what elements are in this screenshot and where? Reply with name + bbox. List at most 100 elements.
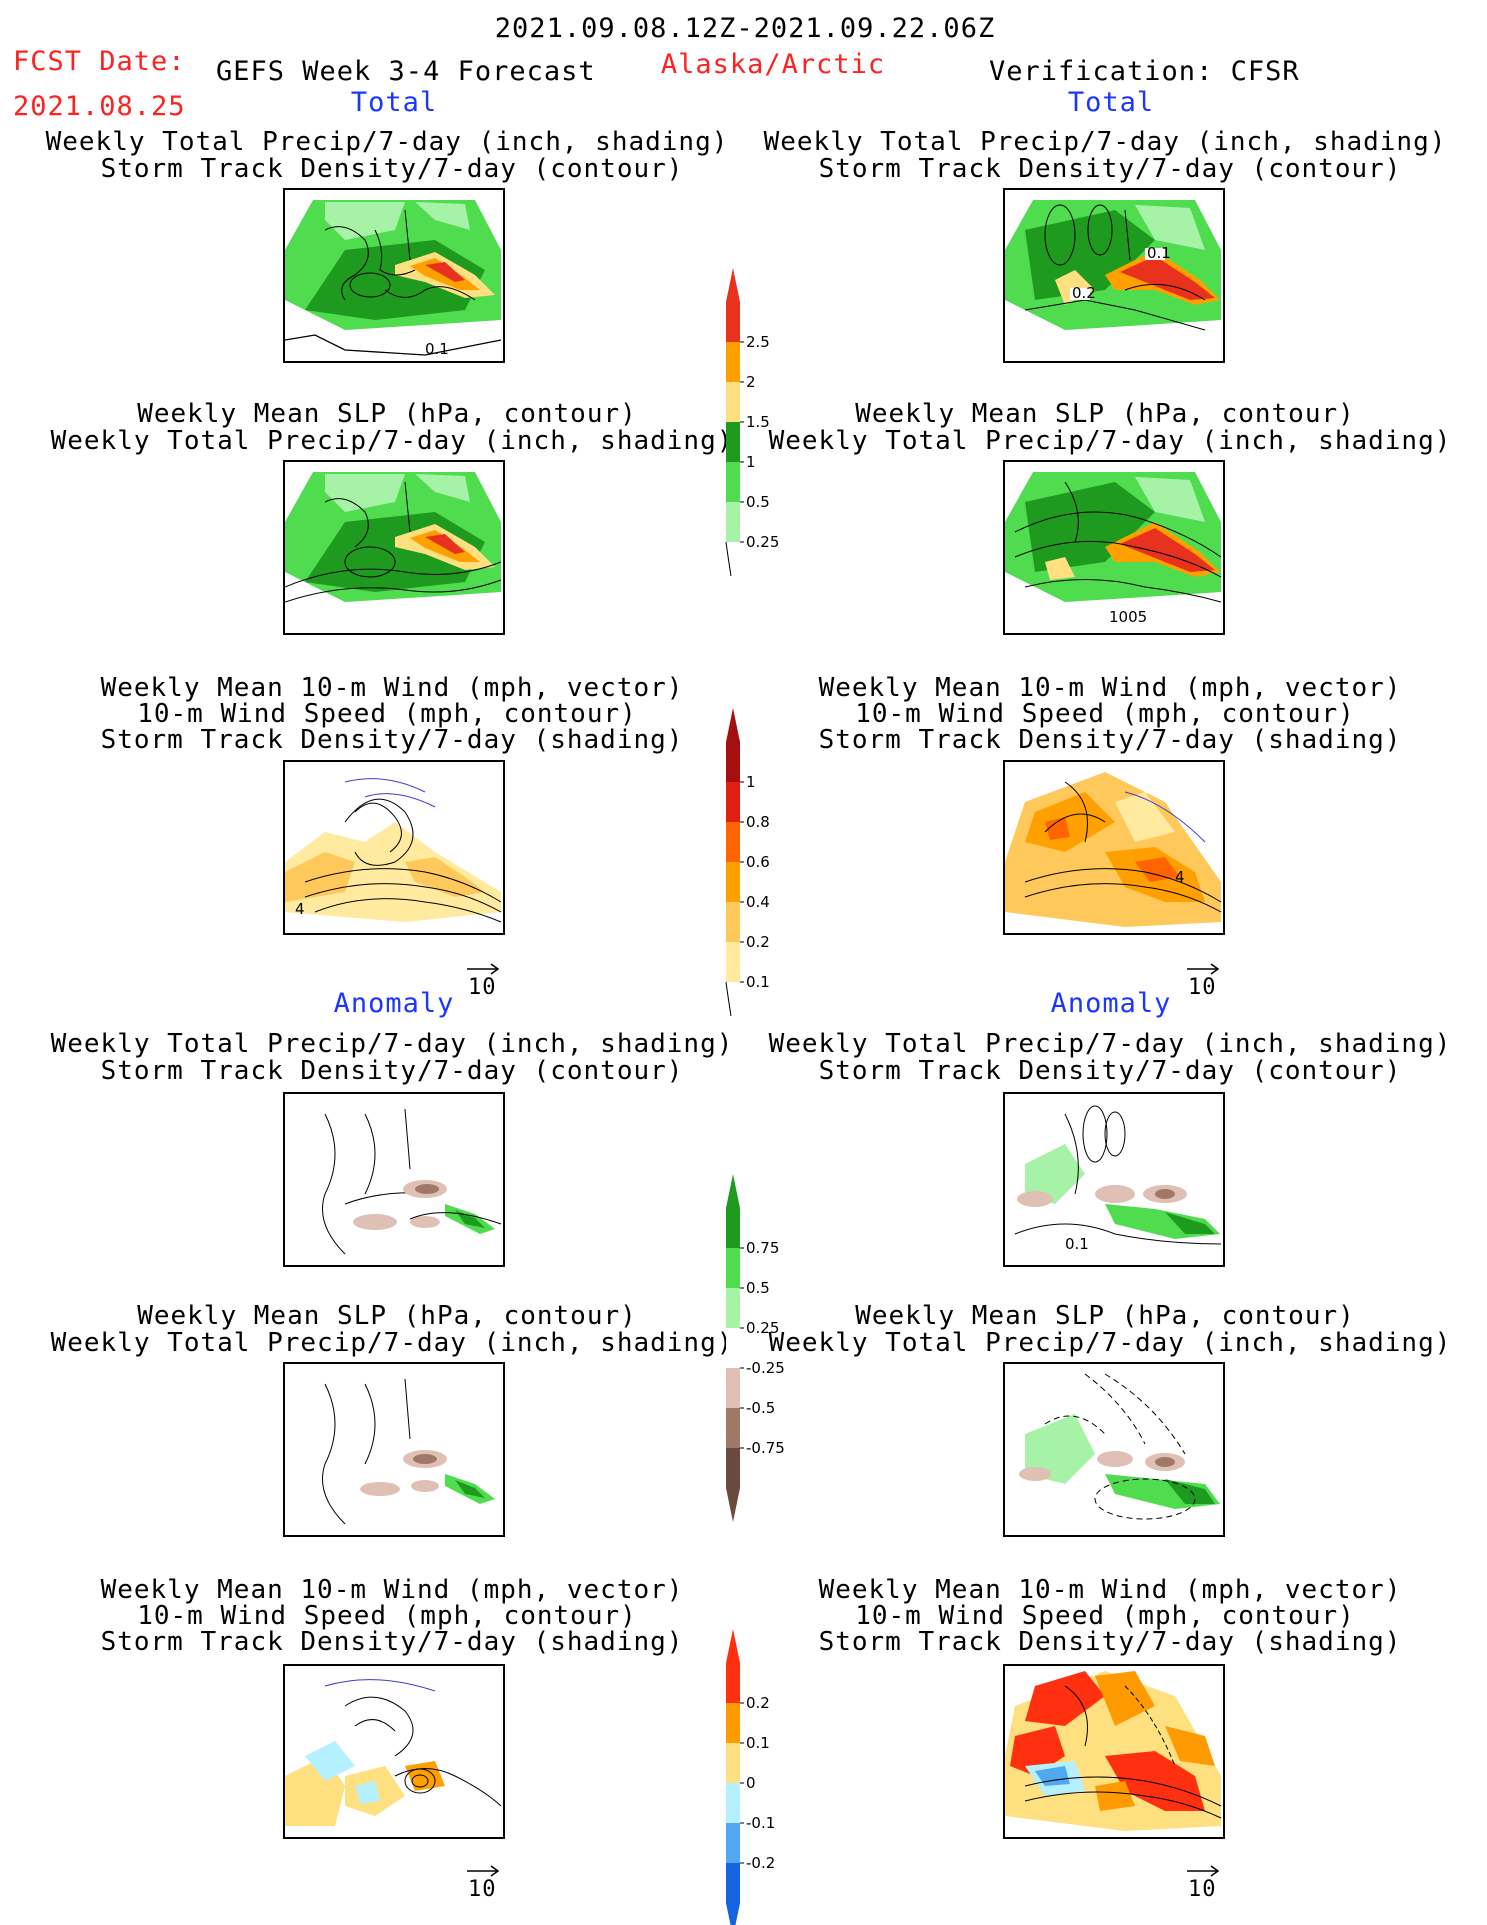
p12-title-2: 10-m Wind Speed (mph, contour)	[855, 1601, 1355, 1631]
p4-title-1: Weekly Mean SLP (hPa, contour)	[855, 399, 1355, 429]
map-panel-wind-anom-forecast	[283, 1664, 505, 1839]
colorbar-tick-label: 2.5	[746, 333, 770, 351]
p10-title-1: Weekly Mean SLP (hPa, contour)	[855, 1301, 1355, 1331]
colorbar-segment	[726, 1743, 740, 1783]
section-total-right: Total	[1067, 87, 1155, 118]
verification-title: Verification: CFSR	[989, 56, 1300, 87]
model-title: GEFS Week 3-4 Forecast	[216, 56, 596, 87]
p6-title-3: Storm Track Density/7-day (shading)	[818, 725, 1402, 755]
p9-title-2: Weekly Total Precip/7-day (inch, shading…	[50, 1328, 734, 1358]
p1-title-2: Storm Track Density/7-day (contour)	[100, 154, 684, 184]
map-panel-slp-precip-cfsr: 1005	[1003, 460, 1225, 635]
colorbar-segment	[726, 1408, 740, 1448]
map-panel-wind-storm-forecast: 4	[283, 760, 505, 935]
colorbar-segment	[726, 462, 740, 502]
vector-ref-p5: 10	[466, 960, 502, 1000]
colorbar-arrow-top	[726, 1629, 740, 1663]
colorbar-segment	[726, 302, 740, 342]
vector-ref-label-p6: 10	[1188, 975, 1217, 1000]
colorbar-tick-label: 0.1	[746, 1734, 770, 1752]
colorbar-precip-anom: 0.75 0.5 0.25 -0.25 -0.5 -0.75	[726, 1174, 785, 1522]
p5-title-3: Storm Track Density/7-day (shading)	[100, 725, 684, 755]
colorbar-tick-label: -0.25	[746, 1359, 785, 1377]
colorbar-tick-label: 0.5	[746, 1279, 770, 1297]
section-total-left: Total	[350, 87, 438, 118]
colorbar-segment	[726, 1703, 740, 1743]
colorbar-segment	[726, 1863, 740, 1903]
p11-title-3: Storm Track Density/7-day (shading)	[100, 1627, 684, 1657]
map-panel-slp-anom-cfsr	[1003, 1362, 1225, 1537]
colorbar-segment	[726, 1248, 740, 1288]
colorbar-tick-label: 1.5	[746, 413, 770, 431]
colorbar-segment	[726, 382, 740, 422]
colorbar-tick-label: 0.4	[746, 893, 770, 911]
colorbar-segment	[726, 742, 740, 782]
p5-title-2: 10-m Wind Speed (mph, contour)	[137, 699, 637, 729]
p4-title-2: Weekly Total Precip/7-day (inch, shading…	[768, 426, 1452, 456]
p8-title-1: Weekly Total Precip/7-day (inch, shading…	[768, 1029, 1452, 1059]
map-panel-wind-storm-cfsr: 4	[1003, 760, 1225, 935]
colorbar-arrow-top	[726, 708, 740, 742]
p1-title-1: Weekly Total Precip/7-day (inch, shading…	[45, 127, 729, 157]
p8-title-2: Storm Track Density/7-day (contour)	[818, 1056, 1402, 1086]
colorbar-segment	[726, 1208, 740, 1248]
p3-title-2: Weekly Total Precip/7-day (inch, shading…	[50, 426, 734, 456]
map-panel-precip-anom-forecast	[283, 1092, 505, 1267]
colorbar-arrow-top	[726, 1174, 740, 1208]
p2-contour-label-b: 0.2	[1072, 284, 1096, 302]
colorbar-precip-total: 2.5 2 1.5 1 0.5 0.25	[725, 268, 779, 577]
fcst-date-label: FCST Date:	[13, 46, 186, 77]
colorbar-tick-label: -0.75	[746, 1439, 785, 1457]
p5-title-1: Weekly Mean 10-m Wind (mph, vector)	[100, 673, 684, 703]
colorbar-segment	[726, 862, 740, 902]
p11-title-2: 10-m Wind Speed (mph, contour)	[137, 1601, 637, 1631]
colorbar-tick-label: 0.25	[746, 533, 779, 551]
p6-title-2: 10-m Wind Speed (mph, contour)	[855, 699, 1355, 729]
region-title: Alaska/Arctic	[660, 49, 886, 80]
colorbar-segment	[726, 1328, 740, 1368]
colorbar-segment	[726, 822, 740, 862]
colorbar-segment	[726, 1823, 740, 1863]
p11-title-1: Weekly Mean 10-m Wind (mph, vector)	[100, 1575, 684, 1605]
p8-contour-label: 0.1	[1065, 1235, 1089, 1253]
colorbar-tick-label: 2	[746, 373, 756, 391]
colorbar-arrow-bottom	[725, 541, 732, 577]
colorbar-arrow-bottom	[726, 1488, 740, 1522]
map-panel-precip-anom-cfsr: 0.1	[1003, 1092, 1225, 1267]
colorbar-segment	[726, 1663, 740, 1703]
vector-ref-label-p5: 10	[468, 975, 497, 1000]
vector-ref-p11: 10	[466, 1862, 502, 1902]
p9-title-1: Weekly Mean SLP (hPa, contour)	[137, 1301, 637, 1331]
vector-ref-p6: 10	[1186, 960, 1222, 1000]
colorbar-tick-label: 0.1	[746, 973, 770, 991]
p12-title-3: Storm Track Density/7-day (shading)	[818, 1627, 1402, 1657]
colorbar-tick-label: 0	[746, 1774, 756, 1792]
period-title: 2021.09.08.12Z-2021.09.22.06Z	[494, 13, 996, 44]
colorbar-segment	[726, 342, 740, 382]
colorbar-segment	[726, 422, 740, 462]
colorbar-tick-label: 0.2	[746, 1694, 770, 1712]
p2-contour-label-a: 0.1	[1147, 244, 1171, 262]
colorbar-arrow-top	[726, 268, 740, 302]
colorbar-tick-label: -0.2	[746, 1854, 775, 1872]
map-panel-precip-storm-cfsr: 0.1 0.2	[1003, 188, 1225, 363]
colorbar-tick-label: -0.1	[746, 1814, 775, 1832]
section-anomaly-left: Anomaly	[333, 988, 455, 1019]
map-panel-precip-storm-forecast: 0.1	[283, 188, 505, 363]
vector-ref-label-p12: 10	[1188, 1877, 1217, 1902]
map-panel-slp-precip-forecast	[283, 460, 505, 635]
colorbar-storm-total: 1 0.8 0.6 0.4 0.2 0.1	[725, 708, 770, 1017]
colorbar-segment	[726, 902, 740, 942]
colorbar-tick-label: 0.8	[746, 813, 770, 831]
p4-contour-label: 1005	[1109, 608, 1147, 626]
colorbar-segment	[726, 1448, 740, 1488]
section-anomaly-right: Anomaly	[1050, 988, 1172, 1019]
colorbar-tick-label: 0.5	[746, 493, 770, 511]
colorbar-storm-anom: 0.2 0.1 0 -0.1 -0.2	[726, 1629, 775, 1925]
p7-title-1: Weekly Total Precip/7-day (inch, shading…	[50, 1029, 734, 1059]
colorbar-arrow-bottom	[725, 981, 732, 1017]
p1-contour-label: 0.1	[425, 340, 449, 358]
colorbar-arrow-bottom	[726, 1903, 740, 1925]
vector-ref-label-p11: 10	[468, 1877, 497, 1902]
p5-contour-label: 4	[295, 900, 305, 918]
